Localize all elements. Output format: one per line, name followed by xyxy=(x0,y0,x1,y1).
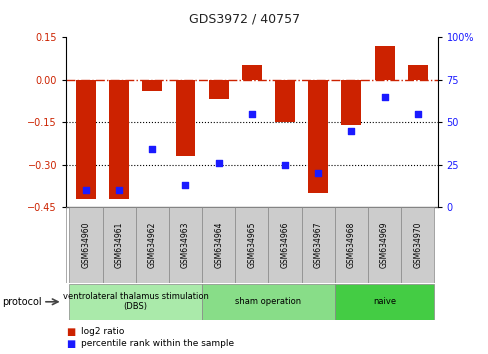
Text: sham operation: sham operation xyxy=(235,297,301,306)
Point xyxy=(380,94,387,99)
Bar xyxy=(367,207,400,283)
Bar xyxy=(69,284,202,320)
Bar xyxy=(301,207,334,283)
Bar xyxy=(407,65,427,80)
Text: GSM634963: GSM634963 xyxy=(181,222,189,268)
Bar xyxy=(235,207,268,283)
Bar xyxy=(102,207,136,283)
Bar xyxy=(175,80,195,156)
Text: GSM634961: GSM634961 xyxy=(114,222,123,268)
Text: ■: ■ xyxy=(66,327,75,337)
Point xyxy=(148,147,156,152)
Bar xyxy=(334,284,433,320)
Text: log2 ratio: log2 ratio xyxy=(81,327,124,336)
Text: GSM634970: GSM634970 xyxy=(412,222,421,268)
Point xyxy=(82,187,90,193)
Text: GSM634964: GSM634964 xyxy=(214,222,223,268)
Point xyxy=(281,162,288,167)
Point xyxy=(181,182,189,188)
Bar xyxy=(268,207,301,283)
Bar xyxy=(400,207,433,283)
Bar xyxy=(208,80,228,99)
Text: GSM634965: GSM634965 xyxy=(247,222,256,268)
Text: GSM634969: GSM634969 xyxy=(379,222,388,268)
Bar xyxy=(374,46,394,80)
Bar xyxy=(142,80,162,91)
Text: ventrolateral thalamus stimulation
(DBS): ventrolateral thalamus stimulation (DBS) xyxy=(62,292,208,312)
Text: percentile rank within the sample: percentile rank within the sample xyxy=(81,339,233,348)
Point xyxy=(347,128,355,133)
Text: GSM634962: GSM634962 xyxy=(147,222,157,268)
Text: GSM634960: GSM634960 xyxy=(81,222,90,268)
Bar xyxy=(109,80,129,199)
Bar xyxy=(136,207,168,283)
Bar xyxy=(76,80,96,199)
Bar xyxy=(334,207,367,283)
Bar xyxy=(168,207,202,283)
Bar xyxy=(341,80,361,125)
Point xyxy=(314,170,322,176)
Bar xyxy=(202,207,235,283)
Bar xyxy=(202,284,334,320)
Point xyxy=(413,111,421,116)
Text: GSM634967: GSM634967 xyxy=(313,222,322,268)
Bar xyxy=(307,80,327,193)
Point xyxy=(214,160,222,166)
Text: GSM634966: GSM634966 xyxy=(280,222,289,268)
Text: GSM634968: GSM634968 xyxy=(346,222,355,268)
Point xyxy=(247,111,255,116)
Point xyxy=(115,187,123,193)
Bar xyxy=(242,65,261,80)
Bar xyxy=(274,80,294,122)
Text: naive: naive xyxy=(372,297,395,306)
Text: ■: ■ xyxy=(66,339,75,349)
Text: GDS3972 / 40757: GDS3972 / 40757 xyxy=(188,12,300,25)
Bar xyxy=(69,207,102,283)
Text: protocol: protocol xyxy=(2,297,42,307)
